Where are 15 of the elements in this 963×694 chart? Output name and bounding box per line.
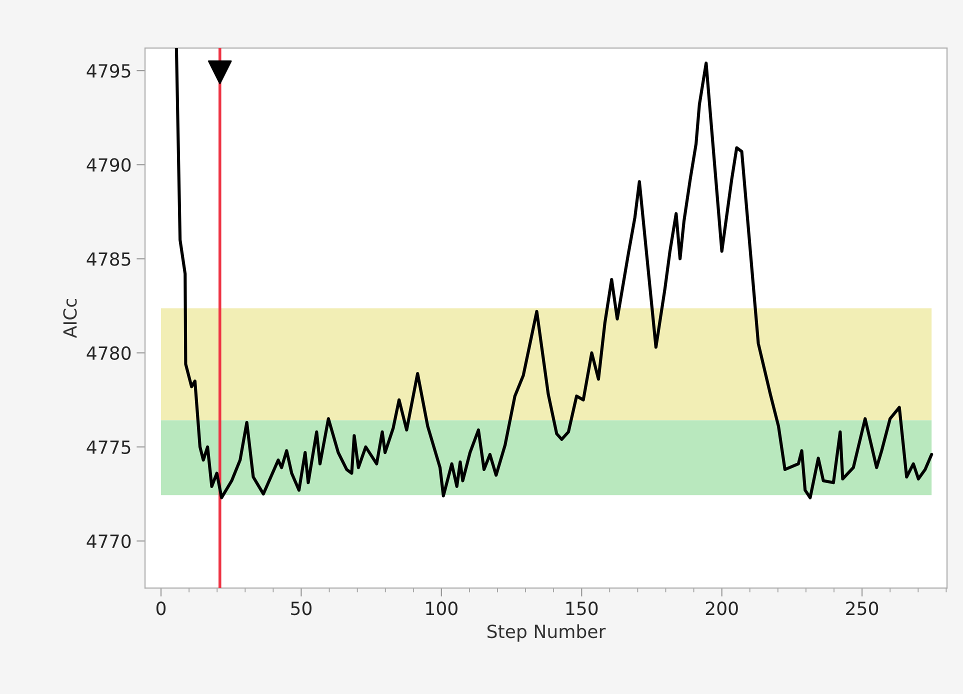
x-tick-label: 200: [706, 602, 738, 616]
y-tick-label: 4790: [86, 158, 131, 172]
y-tick-label: 4780: [86, 346, 131, 360]
x-tick-label: 50: [291, 602, 312, 616]
x-tick-label: 250: [846, 602, 878, 616]
line-series: [174, 48, 934, 500]
x-tick-label: 0: [156, 602, 166, 616]
y-tick-label: 4770: [86, 534, 131, 548]
x-tick-label: 150: [566, 602, 598, 616]
y-tick-label: 4775: [86, 440, 130, 454]
x-axis-title: Step Number: [488, 624, 606, 642]
y-tick-label: 4785: [86, 252, 130, 266]
x-tick-label: 100: [426, 602, 458, 616]
y-tick-label: 4795: [86, 64, 130, 78]
y-axis-title: AICc: [63, 299, 77, 338]
